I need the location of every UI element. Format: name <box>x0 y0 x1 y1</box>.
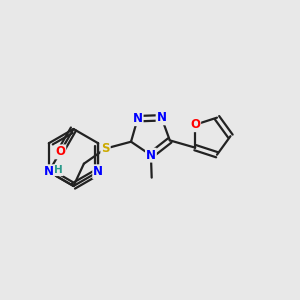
Text: N: N <box>157 111 166 124</box>
Text: H: H <box>54 165 63 175</box>
Text: N: N <box>44 165 54 178</box>
Text: N: N <box>133 112 142 125</box>
Text: O: O <box>190 118 200 131</box>
Text: O: O <box>55 146 65 158</box>
Text: N: N <box>146 148 156 162</box>
Text: S: S <box>101 142 110 155</box>
Text: N: N <box>93 165 103 178</box>
